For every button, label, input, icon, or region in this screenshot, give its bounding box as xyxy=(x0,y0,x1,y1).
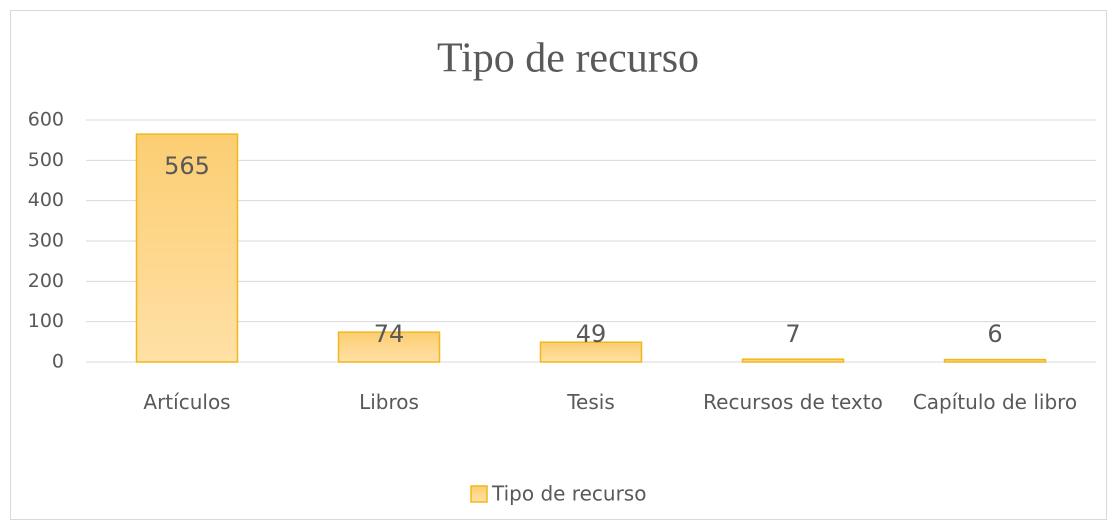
data-label: 7 xyxy=(785,320,800,348)
y-tick-label: 500 xyxy=(28,149,64,171)
y-tick-label: 200 xyxy=(28,270,64,292)
y-tick-label: 300 xyxy=(28,230,64,252)
data-label: 6 xyxy=(987,320,1002,348)
data-label: 49 xyxy=(576,320,607,348)
data-label: 74 xyxy=(374,320,405,348)
bar xyxy=(943,358,1047,363)
y-tick-label: 400 xyxy=(28,189,64,211)
bar xyxy=(337,331,441,363)
bar xyxy=(135,133,239,363)
x-tick-label: Libros xyxy=(359,390,419,414)
chart-title: Tipo de recurso xyxy=(437,36,699,82)
x-tick-label: Recursos de texto xyxy=(703,390,883,414)
y-tick-label: 100 xyxy=(28,310,64,332)
x-tick-label: Tesis xyxy=(567,390,615,414)
y-tick-label: 0 xyxy=(52,351,64,373)
x-tick-label: Capítulo de libro xyxy=(912,390,1078,414)
bar xyxy=(741,358,845,363)
legend-swatch xyxy=(470,485,488,503)
x-tick-label: Artículos xyxy=(143,390,231,414)
data-label: 565 xyxy=(164,152,210,180)
y-tick-label: 600 xyxy=(28,109,64,131)
legend-label: Tipo de recurso xyxy=(491,482,646,506)
bar xyxy=(539,341,643,363)
